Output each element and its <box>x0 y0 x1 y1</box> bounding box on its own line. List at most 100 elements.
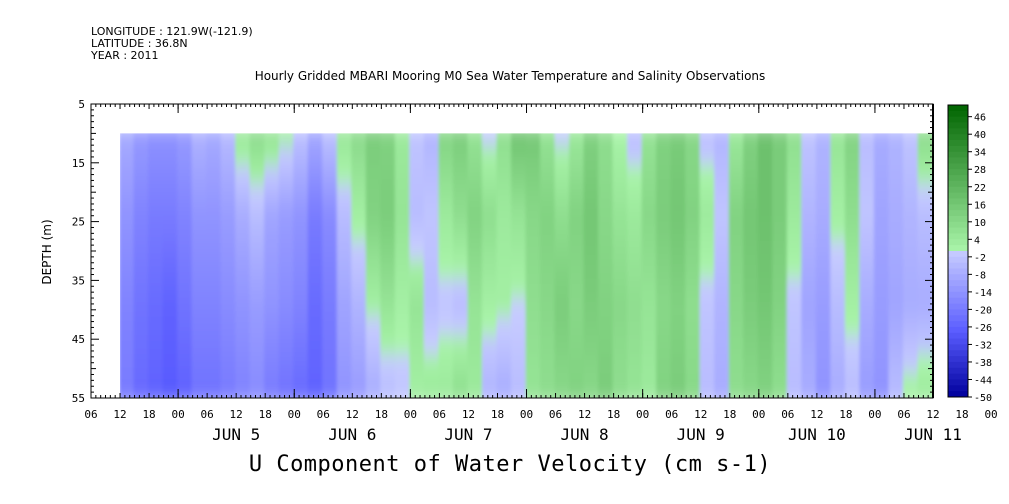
colorbar-swatch <box>948 321 968 328</box>
x-day-label: JUN 9 <box>677 425 725 444</box>
heatmap-cell <box>569 373 586 398</box>
colorbar-swatch <box>948 344 968 351</box>
colorbar-swatch <box>948 180 968 188</box>
colorbar-tick-label: -32 <box>974 340 992 351</box>
x-tick-label: 00 <box>520 408 533 421</box>
x-tick-label: 18 <box>955 408 968 421</box>
heatmap-cell <box>728 373 746 398</box>
colorbar-swatch <box>948 227 968 234</box>
heatmap-cell <box>612 373 630 398</box>
x-tick-label: 00 <box>288 408 301 421</box>
colorbar-tick-label: 10 <box>974 218 986 229</box>
x-tick-label: 18 <box>259 408 272 421</box>
heatmap-cell <box>394 373 412 398</box>
x-tick-label: 18 <box>491 408 504 421</box>
colorbar-swatch <box>948 338 968 345</box>
colorbar-swatch <box>948 291 968 299</box>
heatmap-cell <box>641 373 659 398</box>
heatmap-cell <box>685 373 702 398</box>
colorbar-swatch <box>948 186 968 193</box>
heatmap-cell <box>917 373 933 398</box>
x-tick-label: 00 <box>868 408 881 421</box>
colorbar-tick-label: -8 <box>974 270 986 281</box>
heatmap-cell <box>830 373 847 398</box>
heatmap-cell <box>120 373 136 398</box>
colorbar-swatch <box>948 215 968 223</box>
heatmap-cell <box>293 373 310 398</box>
heatmap-cell <box>714 373 731 398</box>
heatmap-cell <box>423 373 441 398</box>
heatmap-cell <box>511 373 528 398</box>
x-tick-label: 12 <box>926 408 939 421</box>
colorbar-swatch <box>948 262 968 269</box>
colorbar-swatch <box>948 192 968 199</box>
colorbar-tick-label: 46 <box>974 113 986 124</box>
x-tick-label: 06 <box>84 408 97 421</box>
colorbar-tick-label: 28 <box>974 165 986 176</box>
colorbar-swatch <box>948 309 968 316</box>
heatmap-cell <box>801 373 818 398</box>
x-tick-label: 06 <box>781 408 794 421</box>
x-tick-label: 18 <box>607 408 620 421</box>
x-tick-label: 00 <box>636 408 649 421</box>
colorbar-tick-label: -38 <box>974 358 992 369</box>
colorbar-swatch <box>948 122 968 129</box>
heatmap-cell <box>670 373 688 398</box>
x-day-label: JUN 11 <box>904 425 962 444</box>
x-tick-label: 12 <box>810 408 823 421</box>
colorbar-tick-label: 4 <box>974 235 980 246</box>
heatmap-cell <box>148 373 165 398</box>
colorbar-tick-label: 40 <box>974 130 986 141</box>
colorbar-swatch <box>948 116 968 123</box>
y-tick-label: 5 <box>78 98 85 111</box>
x-tick-label: 00 <box>171 408 184 421</box>
colorbar-tick-label: 16 <box>974 200 986 211</box>
heatmap-cell <box>786 373 804 398</box>
heatmap-cell <box>656 373 673 398</box>
heatmap-cell <box>902 373 920 398</box>
colorbar-swatch <box>948 157 968 164</box>
colorbar-swatch <box>948 198 968 205</box>
x-tick-label: 12 <box>694 408 707 421</box>
x-tick-label: 12 <box>462 408 475 421</box>
x-tick-label: 06 <box>549 408 562 421</box>
heatmap-cell <box>888 373 905 398</box>
x-tick-label: 06 <box>201 408 214 421</box>
x-tick-label: 18 <box>142 408 155 421</box>
heatmap-field <box>120 133 933 398</box>
colorbar-swatch <box>948 361 968 369</box>
x-tick-label: 12 <box>230 408 243 421</box>
heatmap-cell <box>496 373 513 398</box>
heatmap-cell <box>336 373 354 398</box>
heatmap-cell <box>351 373 368 398</box>
colorbar-frame <box>947 104 969 398</box>
heatmap-cell <box>278 373 296 398</box>
heatmap-cell <box>627 373 644 398</box>
heatmap-cell <box>859 373 876 398</box>
x-tick-label: 06 <box>433 408 446 421</box>
colorbar-swatch <box>948 245 968 252</box>
heatmap-cell <box>743 373 760 398</box>
colorbar: 46 40 34 28 22 16 10 4 -2 -8 -14 -20 -26 -32 -38 -44 -50 <box>947 104 992 404</box>
colorbar-swatch <box>948 367 968 375</box>
colorbar-swatch <box>948 145 968 153</box>
heatmap-cell <box>206 373 223 398</box>
heatmap-cell <box>380 373 397 398</box>
y-tick-label: 25 <box>72 216 85 229</box>
x-tick-label: 18 <box>375 408 388 421</box>
heatmap-cell <box>249 373 267 398</box>
y-tick-label: 35 <box>72 274 85 287</box>
colorbar-swatch <box>948 274 968 281</box>
colorbar-swatch <box>948 163 968 170</box>
x-tick-label: 06 <box>317 408 330 421</box>
colorbar-swatch <box>948 286 968 293</box>
x-tick-label: 00 <box>404 408 417 421</box>
heatmap-cell <box>699 373 717 398</box>
colorbar-swatch <box>948 385 968 392</box>
heatmap-cell <box>540 373 557 398</box>
y-axis: 5 15 25 35 45 55 <box>72 98 933 405</box>
colorbar-swatch <box>948 204 968 211</box>
colorbar-swatch <box>948 105 968 112</box>
x-tick-label: 06 <box>897 408 910 421</box>
